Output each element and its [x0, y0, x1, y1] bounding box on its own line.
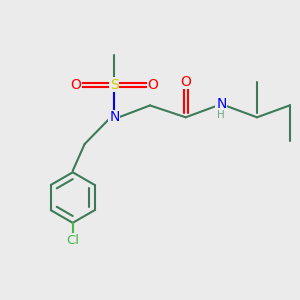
Text: S: S — [110, 78, 119, 92]
Text: Cl: Cl — [66, 234, 79, 247]
Text: O: O — [148, 78, 158, 92]
Text: H: H — [218, 110, 225, 120]
Text: N: N — [109, 110, 119, 124]
Text: N: N — [216, 97, 226, 111]
Text: O: O — [180, 75, 191, 88]
Text: O: O — [70, 78, 81, 92]
